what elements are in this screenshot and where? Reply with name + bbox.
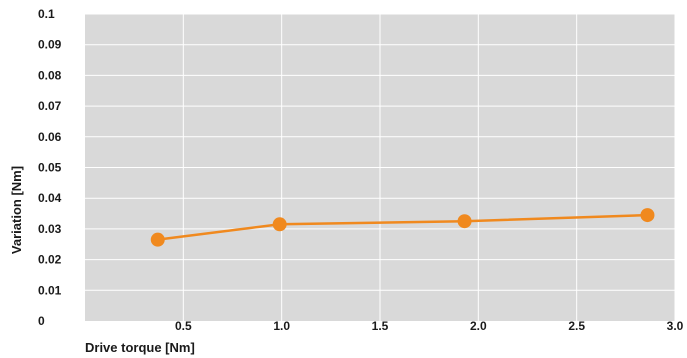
x-tick-label: 2.0 — [470, 319, 487, 333]
x-axis-label: Drive torque [Nm] — [85, 340, 195, 355]
x-tick-label: 3.0 — [667, 319, 684, 333]
y-tick-label: 0 — [38, 314, 45, 328]
data-point — [640, 208, 655, 223]
data-point — [150, 232, 165, 247]
y-tick-label: 0.02 — [38, 253, 62, 267]
series-line — [157, 213, 648, 241]
data-points — [150, 208, 655, 247]
y-tick-label: 0.08 — [38, 68, 62, 82]
x-axis-ticks: 0.5 1.0 1.5 2.0 2.5 3.0 — [175, 319, 684, 333]
y-tick-label: 0.07 — [38, 99, 62, 113]
y-axis-ticks: 0 0.01 0.02 0.03 0.04 0.05 0.06 0.07 0.08 0.09 0.1 — [38, 7, 62, 328]
y-tick-label: 0.03 — [38, 222, 62, 236]
y-tick-label: 0.1 — [38, 7, 55, 21]
y-tick-label: 0.05 — [38, 161, 62, 175]
data-point — [272, 217, 287, 232]
x-tick-label: 1.0 — [273, 319, 290, 333]
y-tick-label: 0.09 — [38, 38, 62, 52]
data-point — [457, 214, 472, 229]
x-tick-label: 1.5 — [372, 319, 389, 333]
grid-lines — [85, 13, 676, 321]
x-tick-label: 2.5 — [568, 319, 585, 333]
x-tick-label: 0.5 — [175, 319, 192, 333]
y-tick-label: 0.06 — [38, 130, 62, 144]
y-axis-label: Variation [Nm] — [9, 166, 24, 254]
y-tick-label: 0.04 — [38, 191, 62, 205]
y-tick-label: 0.01 — [38, 283, 62, 297]
